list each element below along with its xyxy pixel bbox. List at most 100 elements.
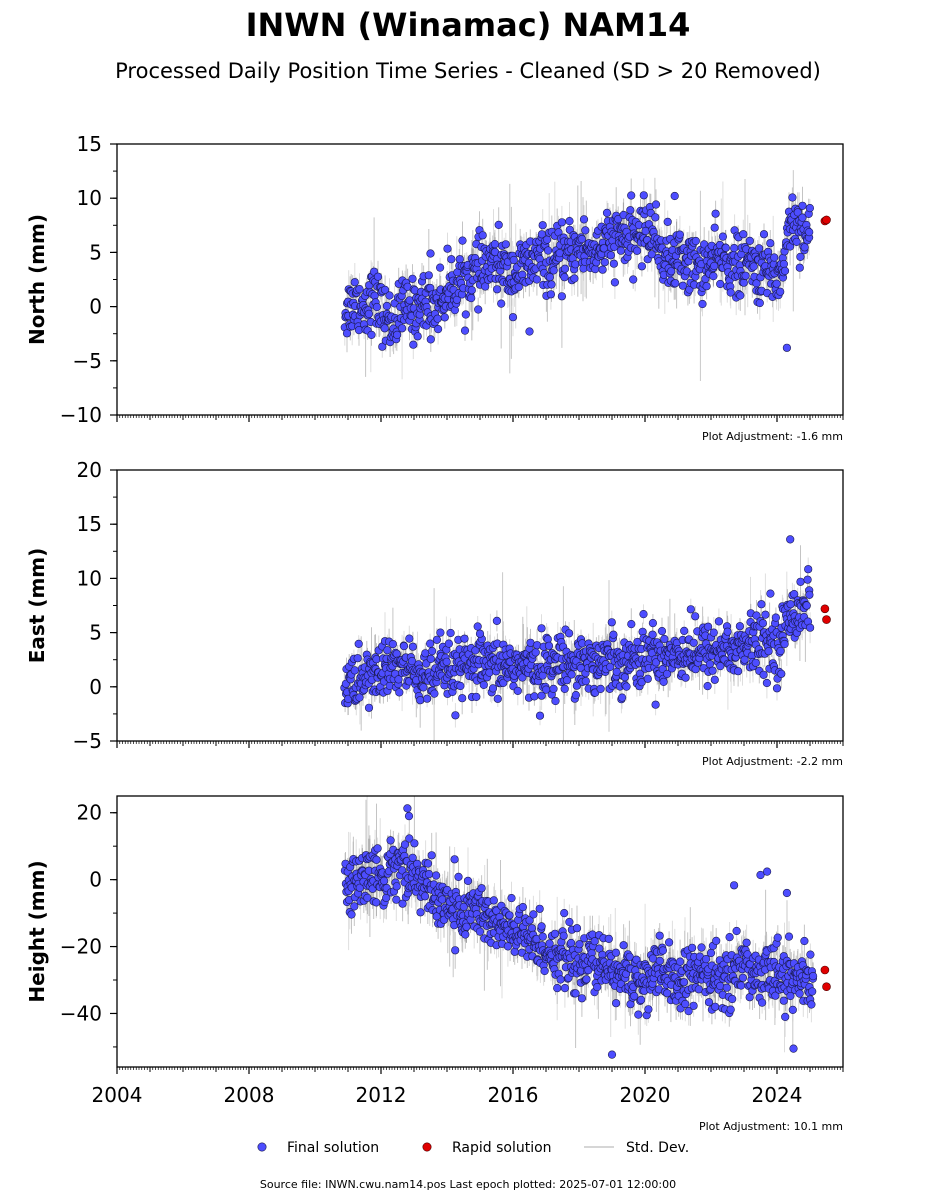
final-point xyxy=(755,298,764,308)
final-point xyxy=(499,678,508,688)
final-point xyxy=(663,217,672,226)
final-point xyxy=(657,626,667,636)
final-point xyxy=(691,612,700,621)
final-point xyxy=(456,681,465,691)
final-point xyxy=(754,244,764,253)
final-point xyxy=(560,273,569,282)
final-point xyxy=(549,266,558,275)
final-point xyxy=(450,306,460,315)
plot-adjustment: Plot Adjustment: -2.2 mm xyxy=(702,755,843,768)
final-point xyxy=(800,243,809,252)
final-point xyxy=(493,694,502,703)
figure-title: INWN (Winamac) NAM14 xyxy=(246,6,691,44)
final-point xyxy=(772,279,781,288)
final-point xyxy=(749,262,758,271)
final-point xyxy=(493,285,502,294)
final-point xyxy=(788,193,797,202)
final-point xyxy=(761,610,770,619)
final-point xyxy=(532,641,542,650)
final-point xyxy=(805,204,815,213)
final-point xyxy=(708,666,717,675)
final-point xyxy=(380,324,389,333)
final-point xyxy=(600,258,609,267)
final-point xyxy=(602,208,612,217)
y-tick-label: −5 xyxy=(73,349,102,373)
final-point xyxy=(792,237,801,246)
final-point xyxy=(777,669,786,678)
final-point xyxy=(378,342,387,351)
final-point xyxy=(537,691,546,700)
rapid-point xyxy=(822,615,831,624)
final-point xyxy=(739,230,748,239)
final-point xyxy=(497,299,506,308)
final-point xyxy=(354,639,363,649)
final-point xyxy=(766,239,775,248)
final-point xyxy=(710,261,719,271)
y-axis-label: North (mm) xyxy=(25,214,49,345)
final-point xyxy=(804,565,813,574)
panel-east-frame xyxy=(116,469,844,742)
final-point xyxy=(432,635,442,644)
final-point xyxy=(643,674,652,683)
final-point xyxy=(434,325,443,334)
final-point-outlier xyxy=(436,628,445,637)
final-point xyxy=(616,246,626,255)
final-point xyxy=(581,226,590,235)
final-point xyxy=(798,201,807,210)
final-point xyxy=(373,272,383,281)
final-point xyxy=(436,263,445,272)
y-tick-label: 5 xyxy=(89,621,102,645)
final-point xyxy=(637,262,647,271)
final-point xyxy=(741,271,750,280)
final-point xyxy=(543,635,552,644)
final-point xyxy=(691,236,700,246)
final-point xyxy=(718,232,728,241)
final-point xyxy=(610,278,620,287)
final-point xyxy=(632,246,642,255)
final-point xyxy=(479,680,488,690)
final-point xyxy=(641,226,650,236)
final-point xyxy=(659,677,668,687)
final-point xyxy=(364,309,374,319)
final-point xyxy=(609,259,619,268)
final-point xyxy=(702,282,711,291)
final-point xyxy=(622,682,631,691)
final-point xyxy=(577,235,587,244)
plot-adjustment: Plot Adjustment: -1.6 mm xyxy=(702,430,843,443)
final-point xyxy=(537,624,546,633)
final-point xyxy=(372,302,382,312)
final-point xyxy=(531,648,540,657)
final-point xyxy=(606,662,615,672)
final-point xyxy=(667,267,676,276)
final-point xyxy=(514,282,523,292)
final-point xyxy=(492,616,502,626)
final-point xyxy=(607,618,616,627)
final-point xyxy=(759,230,769,239)
final-point xyxy=(508,313,518,322)
final-point xyxy=(460,326,470,335)
final-point xyxy=(733,667,743,676)
final-point xyxy=(735,622,745,631)
final-point xyxy=(393,330,402,340)
final-point xyxy=(546,290,556,299)
y-tick-label: 20 xyxy=(77,458,102,482)
final-point xyxy=(394,675,403,684)
final-point xyxy=(560,264,570,273)
final-point xyxy=(745,236,754,245)
final-point xyxy=(530,692,539,701)
final-point xyxy=(651,700,660,709)
final-point xyxy=(740,655,749,664)
y-tick-label: 15 xyxy=(77,512,102,536)
final-point xyxy=(560,684,569,694)
final-point xyxy=(570,274,579,283)
final-point xyxy=(564,629,574,638)
final-point xyxy=(709,628,718,637)
final-point xyxy=(698,299,707,309)
panel-north-data xyxy=(340,170,831,381)
figure-subtitle: Processed Daily Position Time Series - C… xyxy=(115,59,821,83)
final-point xyxy=(723,627,732,636)
final-point xyxy=(798,213,807,222)
final-point xyxy=(651,213,660,222)
final-point xyxy=(710,223,719,232)
final-point xyxy=(796,252,805,261)
